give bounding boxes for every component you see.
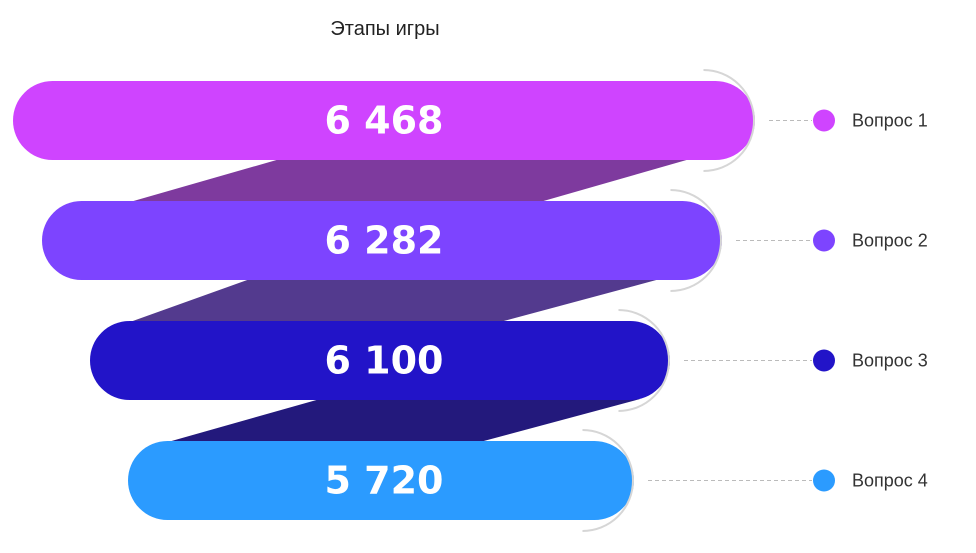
legend-label: Вопрос 4 bbox=[852, 471, 928, 491]
legend-dot bbox=[813, 229, 835, 252]
data-label: 6 100 bbox=[325, 339, 444, 383]
legend-dot bbox=[813, 349, 835, 372]
data-label: 6 282 bbox=[325, 219, 444, 263]
funnel-connector bbox=[130, 279, 660, 322]
legend-dot bbox=[813, 469, 835, 492]
legend-label: Вопрос 2 bbox=[852, 231, 928, 251]
legend-label: Вопрос 3 bbox=[852, 351, 928, 371]
data-label: 5 720 bbox=[325, 459, 444, 503]
legend-dot bbox=[813, 109, 835, 132]
data-label: 6 468 bbox=[325, 99, 444, 143]
funnel-connector bbox=[168, 399, 640, 442]
legend-label: Вопрос 1 bbox=[852, 111, 928, 131]
funnel-bar bbox=[13, 81, 755, 160]
funnel-bar bbox=[42, 201, 722, 280]
bar-arc bbox=[582, 429, 634, 532]
funnel-connector bbox=[130, 159, 690, 202]
funnel-bar bbox=[90, 321, 670, 400]
bar-arc bbox=[670, 189, 722, 292]
bar-arc bbox=[618, 309, 670, 412]
bar-arc bbox=[703, 69, 755, 172]
funnel-bar bbox=[128, 441, 634, 520]
chart-title: Этапы игры bbox=[330, 18, 440, 40]
